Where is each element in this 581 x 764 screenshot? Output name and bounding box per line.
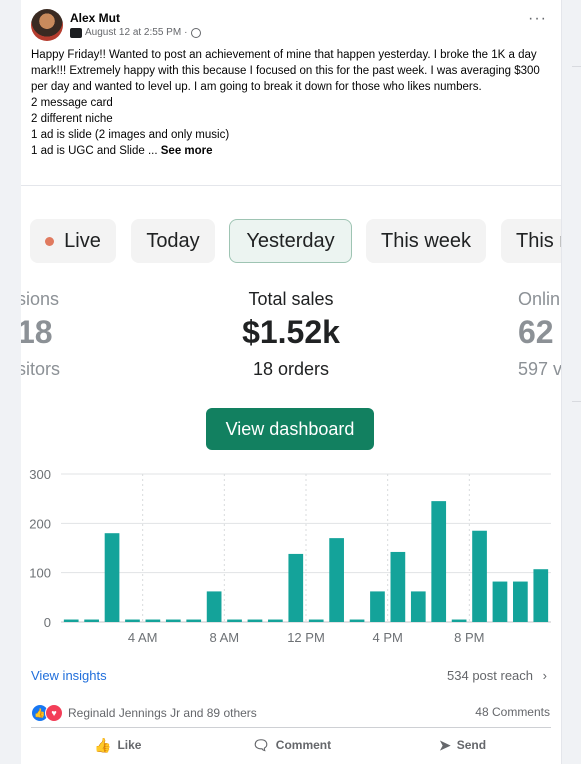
tab-label: This week <box>380 229 472 252</box>
bar <box>84 619 99 622</box>
x-tick-label: 4 PM <box>372 630 402 645</box>
bar <box>145 619 161 622</box>
y-tick-label: 0 <box>44 615 51 630</box>
metric-value: 62 <box>518 314 554 350</box>
tab-label: This m <box>516 229 561 252</box>
x-tick-label: 8 PM <box>454 630 484 645</box>
post-header: Alex Mut August 12 at 2:55 PM · ··· <box>21 0 561 48</box>
separator: · <box>184 27 188 38</box>
tab-label: Live <box>64 229 101 252</box>
metric-value: 18 <box>21 314 53 350</box>
chevron-right-icon: › <box>542 668 547 683</box>
post-card: Alex Mut August 12 at 2:55 PM · ··· Happ… <box>21 0 562 764</box>
right-gutter <box>562 0 581 764</box>
post-image[interactable]: Live Today Yesterday This week This m si… <box>21 186 561 656</box>
bar <box>186 619 202 622</box>
bar <box>125 619 140 622</box>
background-edge <box>572 395 581 402</box>
bar <box>206 591 222 622</box>
see-more-link[interactable]: See more <box>160 145 213 157</box>
sessions-metric: sions 18 sitors <box>21 289 77 380</box>
metric-label: sions <box>21 289 60 309</box>
globe-icon <box>190 27 201 38</box>
reach-text: 534 post reach <box>447 668 534 683</box>
bar <box>63 619 79 622</box>
badge-icon <box>70 27 82 38</box>
reaction-text: Reginald Jennings Jr and 89 others <box>68 706 257 720</box>
bar <box>492 581 508 622</box>
like-label: Like <box>117 738 142 752</box>
comments-count[interactable]: 48 Comments <box>475 705 550 719</box>
bar <box>329 538 344 622</box>
view-dashboard-button: View dashboard <box>206 408 374 450</box>
avatar[interactable] <box>31 9 63 41</box>
post-reach[interactable]: 534 post reach › <box>447 668 547 683</box>
tab-label: Yesterday <box>246 229 335 252</box>
background-edge <box>572 60 581 67</box>
post-meta: August 12 at 2:55 PM · <box>70 27 201 38</box>
period-tabs: Live Today Yesterday This week This m <box>21 219 561 263</box>
post-body: Happy Friday!! Wanted to post an achieve… <box>31 49 540 157</box>
online-metric: Onlin 62 597 v <box>518 289 562 380</box>
bar <box>410 591 426 622</box>
metric-value: $1.52k <box>242 314 340 350</box>
divider <box>21 185 561 186</box>
comment-button[interactable]: 🗨 Comment <box>252 731 331 759</box>
total-sales-metric: Total sales $1.52k 18 orders <box>181 289 401 380</box>
love-reaction-icon: ♥ <box>45 704 63 722</box>
tab-live: Live <box>30 219 116 263</box>
view-insights-link[interactable]: View insights <box>31 668 107 683</box>
reactions-summary[interactable]: 👍 ♥ Reginald Jennings Jr and 89 others <box>31 704 257 722</box>
divider <box>31 727 551 728</box>
bar <box>370 591 385 622</box>
metric-sub: 597 v <box>518 359 562 379</box>
messenger-icon: ➤ <box>439 736 451 753</box>
tab-label: Today <box>146 229 200 252</box>
bar <box>247 619 263 622</box>
tab-yesterday: Yesterday <box>229 219 352 263</box>
bar <box>308 619 324 622</box>
metric-label: Total sales <box>248 289 334 309</box>
metric-label: Onlin <box>518 289 561 309</box>
y-tick-label: 300 <box>29 467 51 482</box>
x-tick-label: 4 AM <box>128 630 158 645</box>
bar <box>227 619 242 622</box>
tab-this-month: This m <box>501 219 561 263</box>
live-dot-icon <box>45 236 55 246</box>
bar <box>472 530 487 622</box>
like-button[interactable]: 👍 Like <box>94 731 141 759</box>
bar <box>431 501 447 622</box>
x-tick-label: 8 AM <box>210 630 240 645</box>
bar <box>533 569 549 622</box>
send-label: Send <box>456 738 487 752</box>
post-text: Happy Friday!! Wanted to post an achieve… <box>31 47 541 159</box>
sales-bar-chart: 300 200 100 0 4 AM 8 AM 12 PM 4 PM 8 PM <box>29 467 551 645</box>
timestamp[interactable]: August 12 at 2:55 PM <box>85 27 182 38</box>
bar <box>390 551 406 622</box>
bar <box>165 619 181 622</box>
more-options-icon[interactable]: ··· <box>528 10 547 27</box>
metric-sub: 18 orders <box>252 359 330 379</box>
post-actions: 👍 Like 🗨 Comment ➤ Send <box>21 731 561 761</box>
bar <box>349 619 365 622</box>
y-tick-label: 100 <box>29 566 51 581</box>
bar <box>513 581 528 622</box>
comment-icon: 🗨 <box>252 736 270 753</box>
y-tick-label: 200 <box>29 516 51 531</box>
bar <box>268 619 283 622</box>
bar <box>451 619 467 622</box>
tab-this-week: This week <box>366 219 486 263</box>
bar <box>104 533 120 622</box>
thumbs-up-icon: 👍 <box>94 736 112 753</box>
tab-today: Today <box>131 219 215 263</box>
comment-label: Comment <box>275 738 332 752</box>
x-tick-label: 12 PM <box>287 630 325 645</box>
bar <box>288 553 304 622</box>
send-button[interactable]: ➤ Send <box>439 731 486 759</box>
metric-sub: sitors <box>21 359 61 379</box>
author-name[interactable]: Alex Mut <box>70 11 121 25</box>
